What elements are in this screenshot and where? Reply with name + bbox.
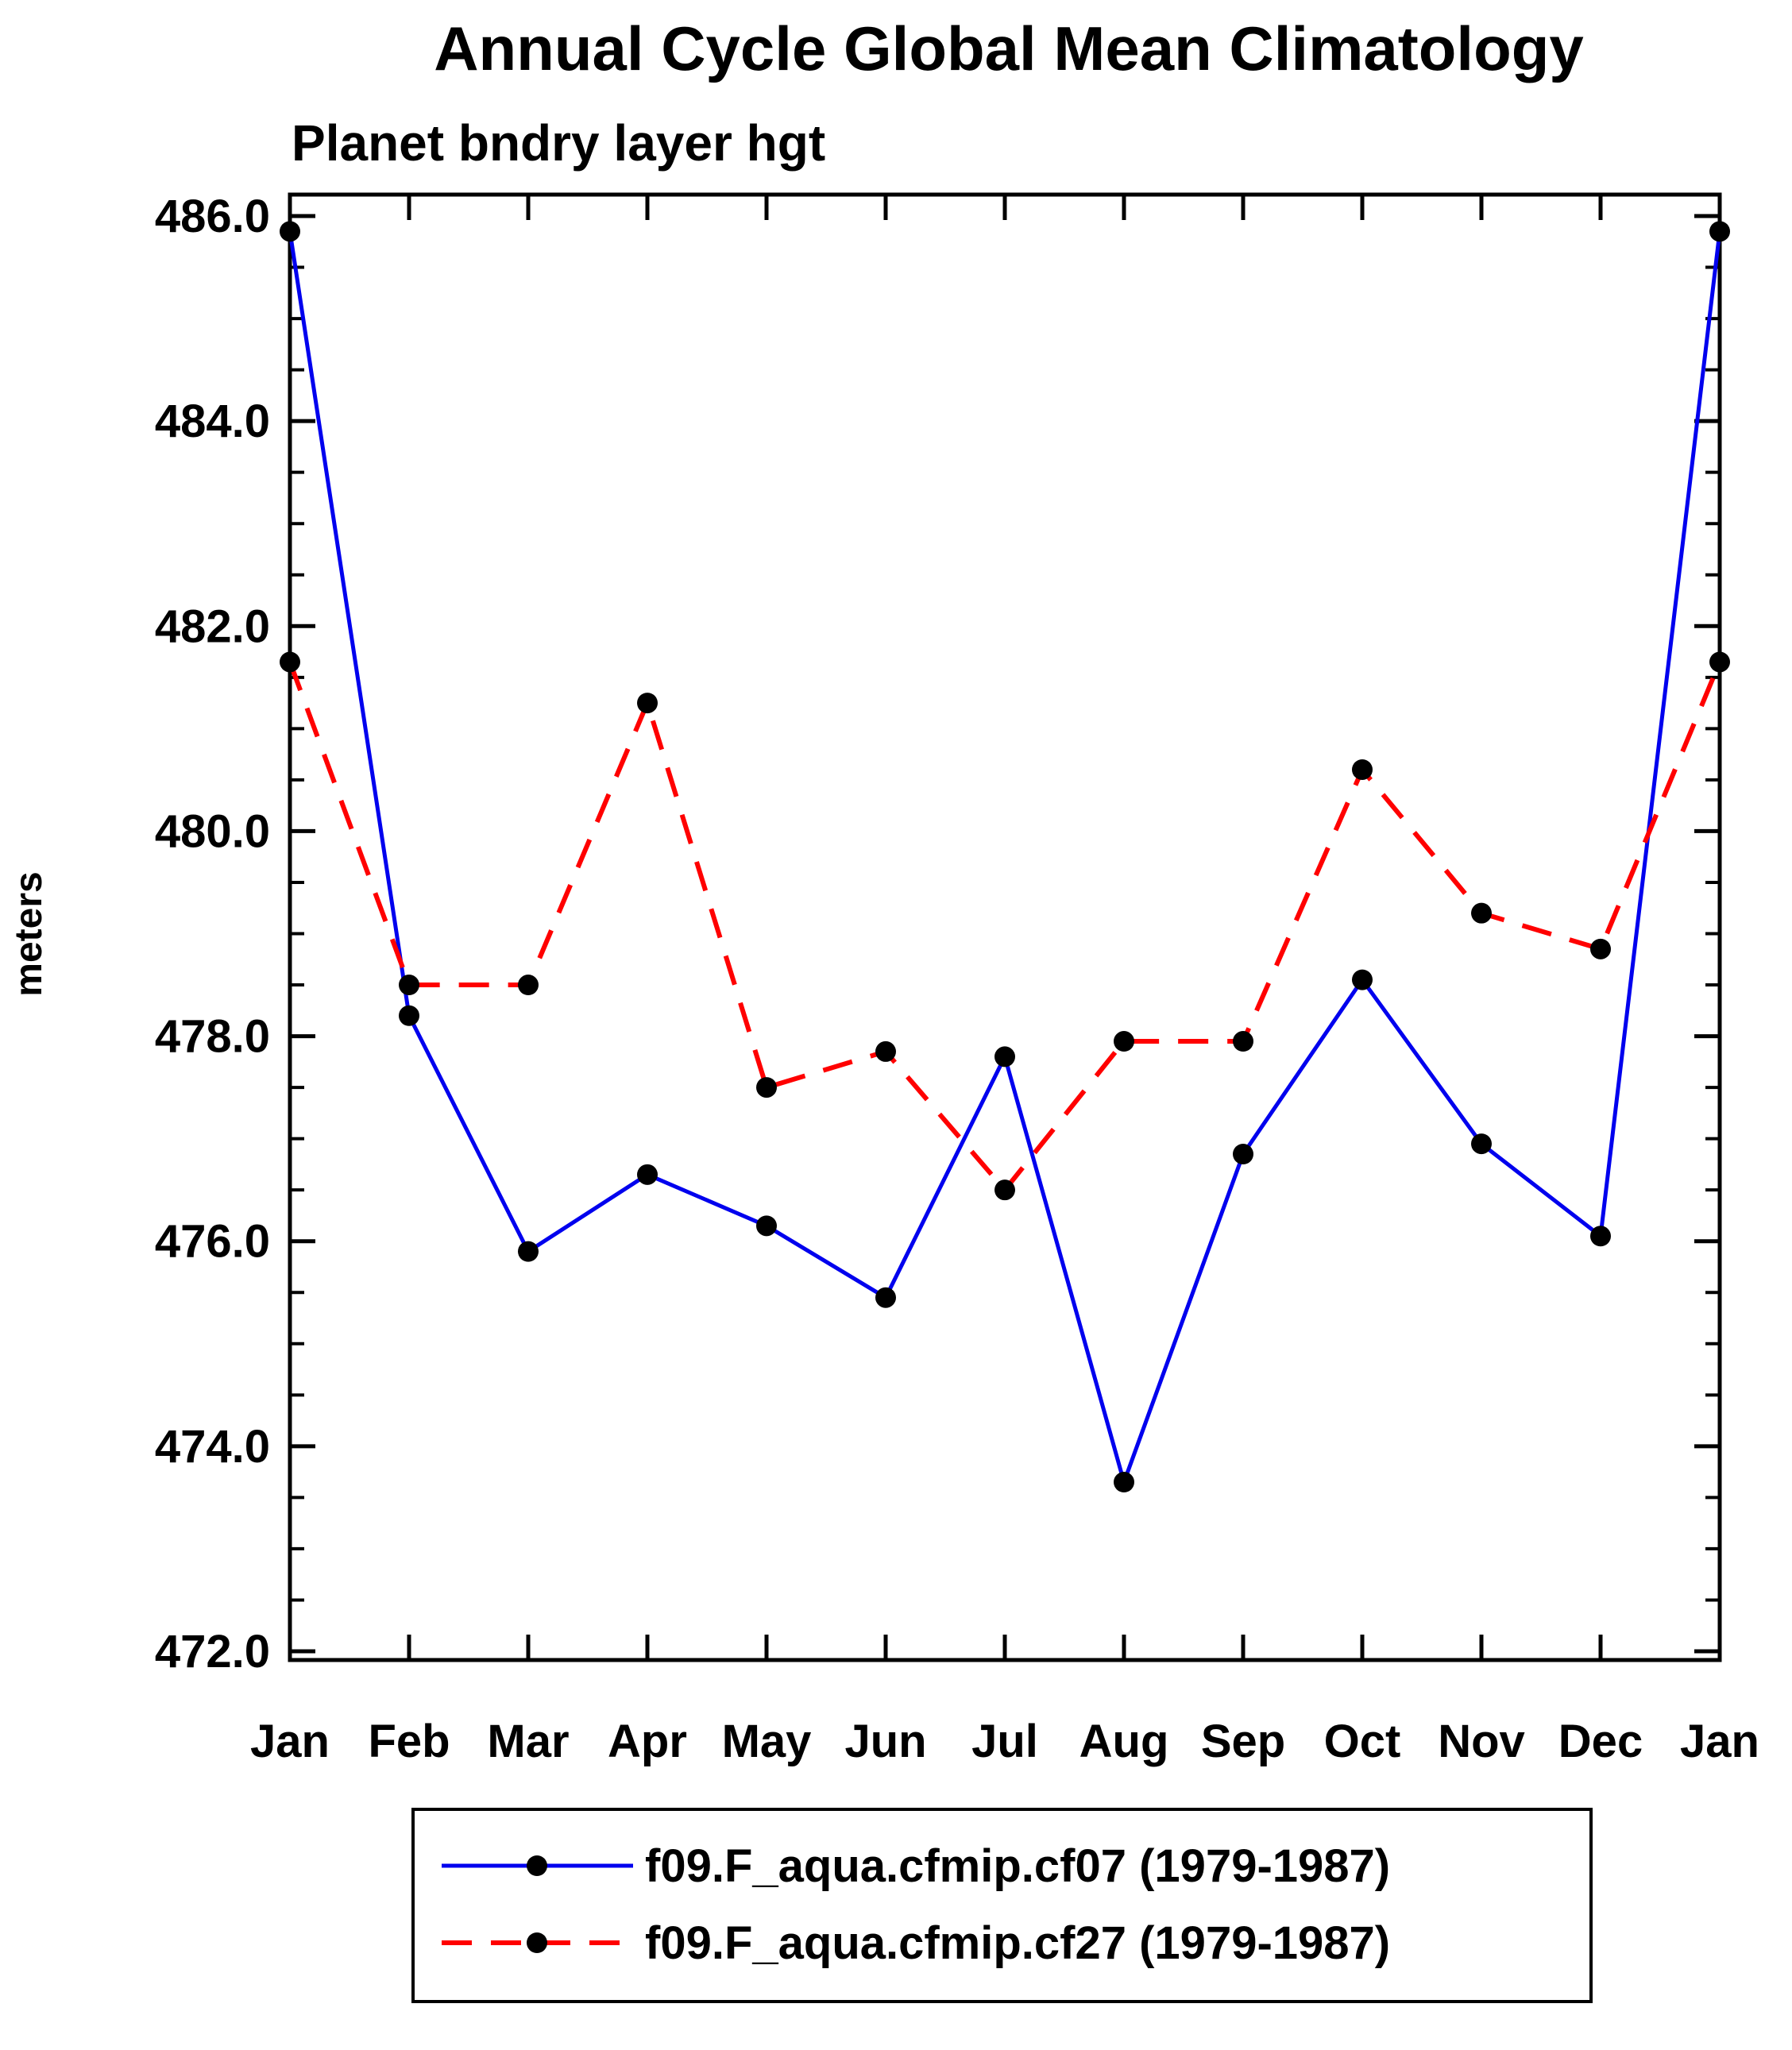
series-marker [637,1164,658,1185]
series-marker [518,1241,539,1262]
y-tick-label: 474.0 [155,1421,270,1473]
y-tick-labels: 472.0 474.0 476.0 478.0 480.0 482.0 484.0 486.0 [155,191,270,1677]
x-tick-labels: Jan Feb Mar Apr May Jun Jul Aug Sep Oct Nov Dec Jan [250,1716,1759,1767]
series-marker [399,1005,419,1026]
x-tick-label: Oct [1324,1716,1401,1767]
legend-box [411,1808,1593,2003]
series-line-1 [288,661,1722,1194]
series-marker [637,693,658,714]
series-line-0 [288,230,1722,1489]
x-tick-label: Dec [1558,1716,1643,1767]
legend-sample-marker [527,1932,547,1953]
series-marker [1114,1031,1134,1052]
series-marker [1709,651,1730,673]
series-marker [1471,902,1492,924]
series-marker [280,651,300,673]
series-marker [399,975,419,996]
axis-ticks [288,195,1722,1660]
series-marker [756,1215,777,1237]
series-marker [875,1287,896,1308]
series-marker [518,975,539,996]
x-tick-label: Jan [250,1716,330,1767]
x-tick-label: Jun [844,1716,926,1767]
x-tick-label: Jan [1680,1716,1759,1767]
x-tick-label: Sep [1201,1716,1285,1767]
series-marker [994,1179,1015,1201]
series-marker [875,1040,896,1062]
x-tick-label: Feb [368,1716,450,1767]
series-marker [1352,969,1373,990]
series-marker [1114,1472,1134,1493]
y-tick-label: 486.0 [155,191,270,242]
series-marker [1352,759,1373,780]
x-tick-label: Nov [1438,1716,1525,1767]
x-tick-label: Aug [1079,1716,1169,1767]
y-tick-label: 480.0 [155,805,270,857]
series-marker [1233,1144,1253,1165]
x-tick-label: Apr [608,1716,687,1767]
y-tick-label: 476.0 [155,1216,270,1268]
series-marker [1590,1226,1611,1247]
series-marker [994,1046,1015,1067]
y-tick-label: 472.0 [155,1626,270,1677]
chart-title: Annual Cycle Global Mean Climatology [434,14,1584,83]
series-marker [756,1077,777,1098]
series-marker [1709,221,1730,242]
legend-label-0: f09.F_aqua.cfmip.cf07 (1979-1987) [645,1840,1390,1892]
legend-sample-marker [527,1855,547,1876]
legend: f09.F_aqua.cfmip.cf07 (1979-1987) f09.F_a… [411,1808,1593,2003]
series-marker [1590,938,1611,959]
x-tick-label: May [722,1716,812,1767]
legend-label-1: f09.F_aqua.cfmip.cf27 (1979-1987) [645,1917,1390,1969]
series-marker [280,221,300,242]
y-tick-label: 484.0 [155,396,270,447]
series-marker [1233,1031,1253,1052]
x-tick-label: Jul [971,1716,1038,1767]
x-tick-label: Mar [487,1716,569,1767]
y-axis-label: meters [8,871,50,996]
y-tick-label: 482.0 [155,600,270,652]
data-series [280,221,1730,1493]
chart-subtitle: Planet bndry layer hgt [292,114,825,172]
y-tick-label: 478.0 [155,1011,270,1063]
series-marker [1471,1133,1492,1155]
plot-frame [288,192,1722,1662]
